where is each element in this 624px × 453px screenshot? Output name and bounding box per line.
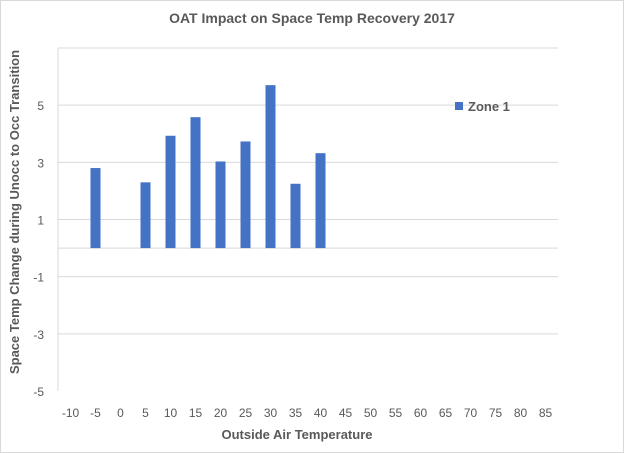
y-tick-labels: -5 -3 -1 1 3 5	[33, 99, 44, 399]
bar-20	[215, 161, 226, 249]
x-tick-label: 25	[239, 406, 253, 420]
x-tick-label: 85	[539, 406, 553, 420]
x-tick-labels: -10 -5 0 5 10 15 20 25 30 35 40 45 50 55 60 65 70 75 80 85	[62, 406, 553, 420]
x-tick-label: 45	[339, 406, 353, 420]
x-tick-label: 40	[314, 406, 328, 420]
x-tick-label: 5	[142, 406, 149, 420]
x-tick-label: 35	[289, 406, 303, 420]
bars	[90, 85, 326, 249]
bar-25	[240, 141, 251, 249]
x-tick-label: 75	[489, 406, 503, 420]
x-tick-label: 30	[264, 406, 278, 420]
x-tick-label: 20	[214, 406, 228, 420]
y-tick-label: -3	[33, 328, 44, 342]
y-tick-label: 5	[37, 99, 44, 113]
legend-swatch	[455, 102, 463, 110]
x-tick-label: 15	[189, 406, 203, 420]
y-tick-label: -5	[33, 385, 44, 399]
x-tick-label: -5	[90, 406, 101, 420]
bar-5	[140, 182, 151, 249]
x-tick-label: 50	[364, 406, 378, 420]
legend-label: Zone 1	[468, 99, 510, 114]
bar--5	[90, 168, 101, 249]
y-tick-label: 1	[37, 214, 44, 228]
x-tick-label: 80	[514, 406, 528, 420]
x-axis-title: Outside Air Temperature	[222, 427, 373, 442]
x-tick-label: 55	[389, 406, 403, 420]
y-axis-title: Space Temp Change during Unocc to Occ Tr…	[7, 50, 22, 374]
gridlines	[58, 47, 558, 335]
bar-10	[165, 135, 176, 249]
y-tick-label: 3	[37, 156, 44, 170]
chart-title: OAT Impact on Space Temp Recovery 2017	[169, 10, 455, 26]
x-tick-label: 60	[414, 406, 428, 420]
bar-30	[265, 85, 276, 249]
y-tick-label: -1	[33, 271, 44, 285]
bar-35	[290, 183, 301, 249]
x-tick-label: 0	[117, 406, 124, 420]
x-tick-label: 70	[464, 406, 478, 420]
legend: Zone 1	[455, 99, 510, 114]
bar-40	[315, 153, 326, 249]
bar-15	[190, 117, 201, 249]
x-tick-label: 10	[164, 406, 178, 420]
x-tick-label: -10	[62, 406, 80, 420]
x-tick-label: 65	[439, 406, 453, 420]
